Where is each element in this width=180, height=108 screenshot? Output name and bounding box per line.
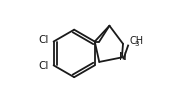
Text: 3: 3 (135, 41, 139, 47)
Text: N: N (119, 52, 126, 62)
Text: Cl: Cl (39, 61, 49, 71)
Text: CH: CH (129, 36, 143, 45)
Text: Cl: Cl (39, 35, 49, 45)
